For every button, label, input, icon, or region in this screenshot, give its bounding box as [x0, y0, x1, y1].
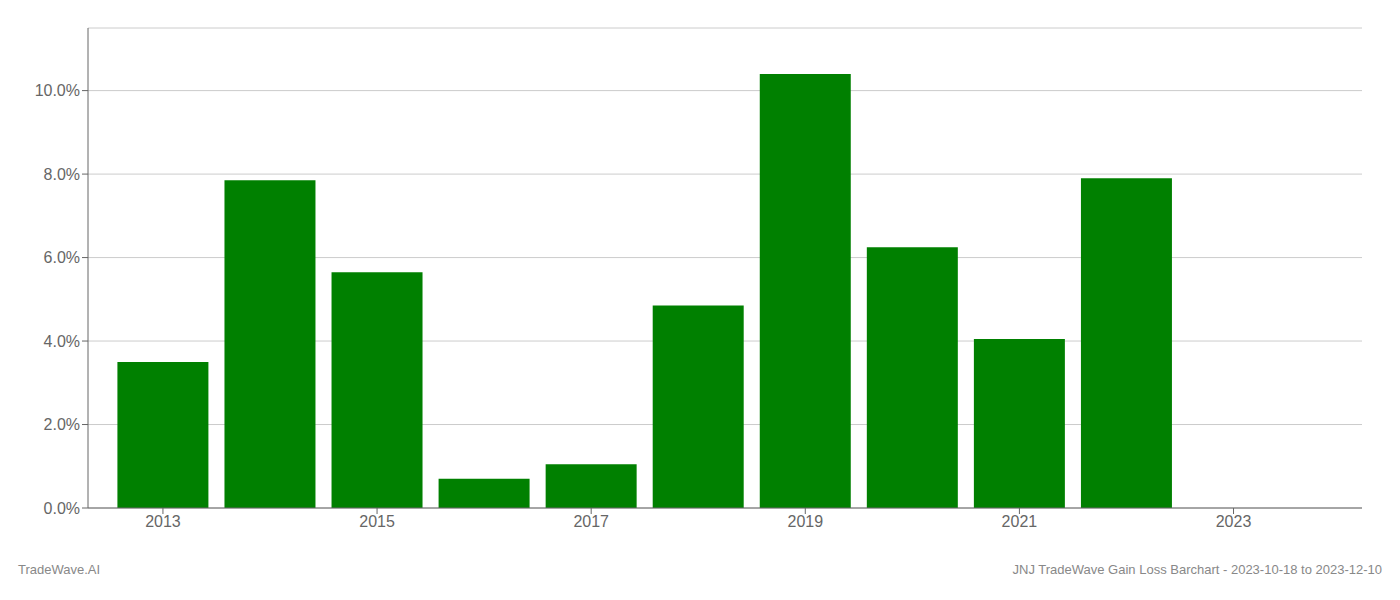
svg-text:2021: 2021	[1002, 513, 1038, 530]
html-text:JNJ TradeWave Gain Loss Barcha: JNJ TradeWave Gain Loss Barchart - 2023-…	[1012, 562, 1382, 577]
svg-text:2015: 2015	[359, 513, 395, 530]
html-text:TradeWave.AI: TradeWave.AI	[18, 562, 101, 577]
svg-text:8.0%: 8.0%	[44, 166, 80, 183]
svg-text:2023: 2023	[1216, 513, 1252, 530]
svg-text:2017: 2017	[573, 513, 609, 530]
svg-text:2.0%: 2.0%	[44, 416, 80, 433]
svg-text:2019: 2019	[787, 513, 823, 530]
svg-text:10.0%: 10.0%	[35, 82, 80, 99]
svg-text:0.0%: 0.0%	[44, 500, 80, 517]
svg-text:2013: 2013	[145, 513, 181, 530]
svg-text:4.0%: 4.0%	[44, 333, 80, 350]
svg-text:6.0%: 6.0%	[44, 249, 80, 266]
